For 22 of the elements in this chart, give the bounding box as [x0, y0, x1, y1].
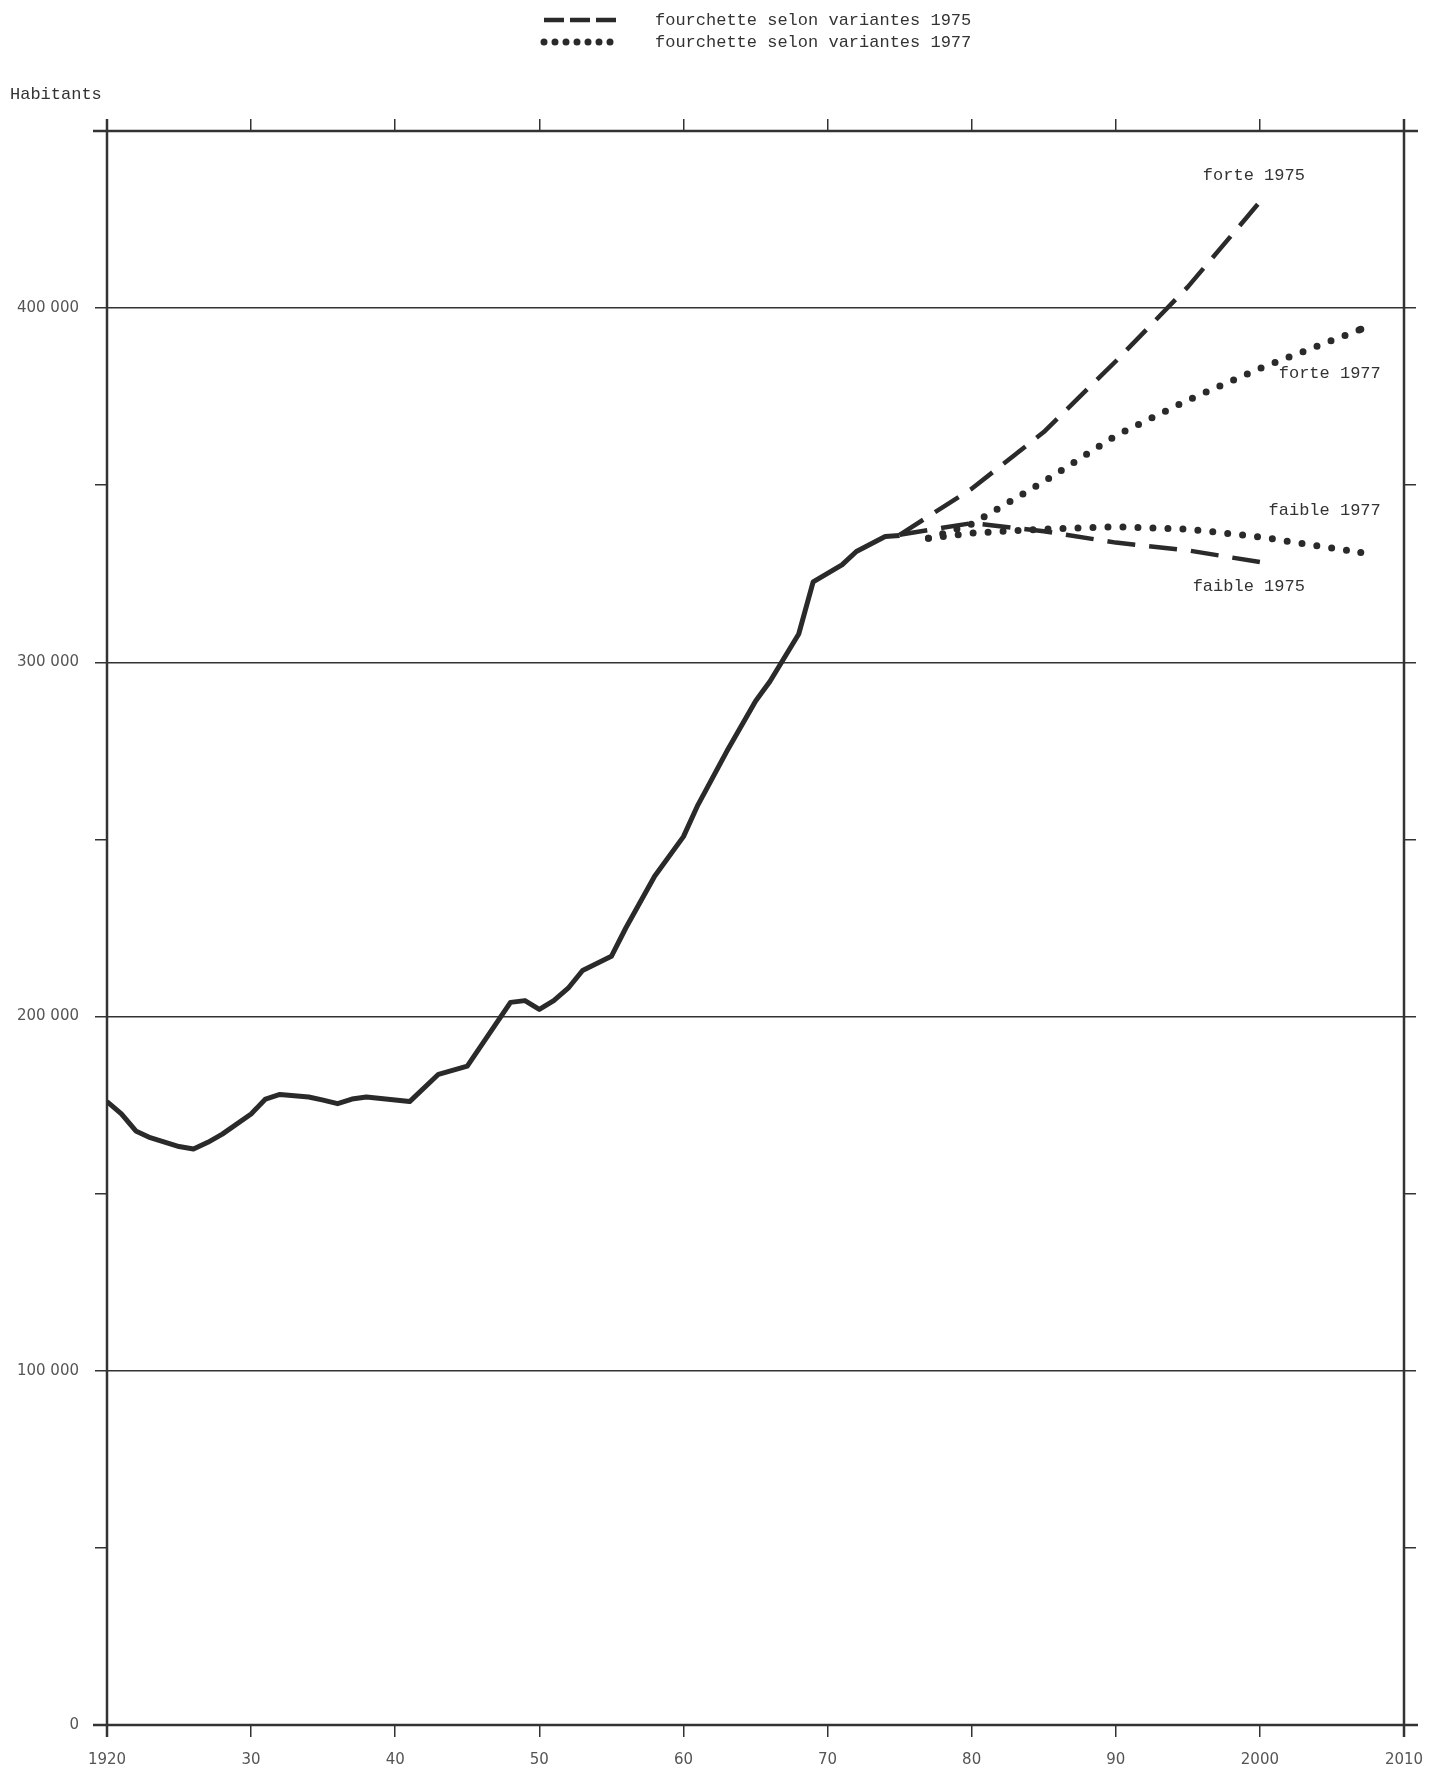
x-tick-label: 1920	[87, 1749, 127, 1768]
y-tick-label: 100 000	[16, 1360, 79, 1379]
annotation: forte 1975	[1202, 166, 1305, 186]
legend-label: fourchette selon variantes 1975	[655, 10, 972, 30]
y-axis-title: Habitants	[10, 85, 102, 104]
annotation: faible 1977	[1268, 501, 1381, 521]
x-tick-label: 2000	[1240, 1749, 1279, 1768]
x-tick-label: 60	[673, 1749, 693, 1768]
x-tick-label: 2010	[1384, 1749, 1424, 1768]
x-tick-label: 30	[241, 1749, 261, 1768]
y-tick-label: 400 000	[16, 298, 79, 316]
annotation: faible 1975	[1192, 576, 1305, 596]
x-tick-label: 40	[385, 1749, 405, 1768]
annotation: forte 1977	[1278, 363, 1381, 383]
legend-label: fourchette selon variantes 1977	[655, 32, 972, 52]
y-tick-label: 200 000	[16, 1006, 79, 1025]
y-tick-label: 300 000	[16, 652, 79, 671]
y-tick-label: 0	[69, 1714, 79, 1733]
x-tick-label: 80	[962, 1749, 982, 1768]
x-tick-label: 50	[529, 1749, 549, 1768]
x-tick-label: 90	[1106, 1749, 1126, 1768]
x-tick-label: 70	[818, 1749, 838, 1768]
